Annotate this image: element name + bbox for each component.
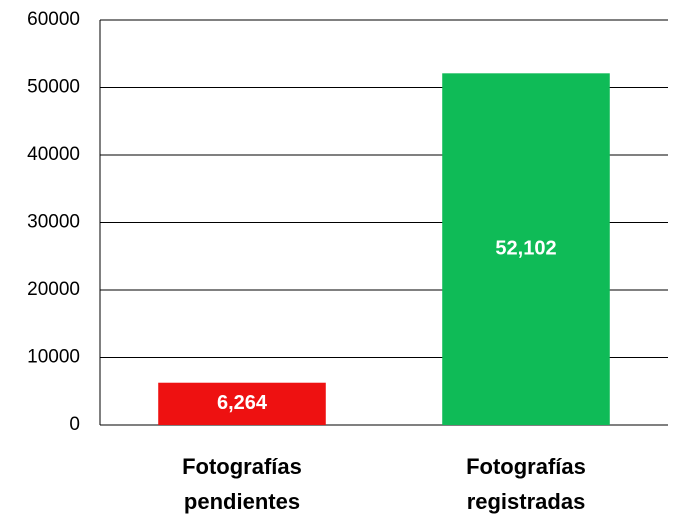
y-tick-label: 60000 <box>27 9 80 30</box>
bar <box>442 73 610 426</box>
bar <box>158 382 326 425</box>
value-label: 6,264 <box>217 392 268 414</box>
y-tick-label: 10000 <box>27 347 80 368</box>
y-tick-label: 30000 <box>27 212 80 233</box>
y-tick-label: 40000 <box>27 144 80 165</box>
y-tick-label: 0 <box>69 414 80 435</box>
y-tick-label: 50000 <box>27 77 80 98</box>
x-tick-label: Fotografías registradas <box>466 454 586 514</box>
x-tick-label: Fotografías pendientes <box>182 454 302 514</box>
y-tick-label: 20000 <box>27 279 80 300</box>
value-label: 52,102 <box>495 237 556 259</box>
